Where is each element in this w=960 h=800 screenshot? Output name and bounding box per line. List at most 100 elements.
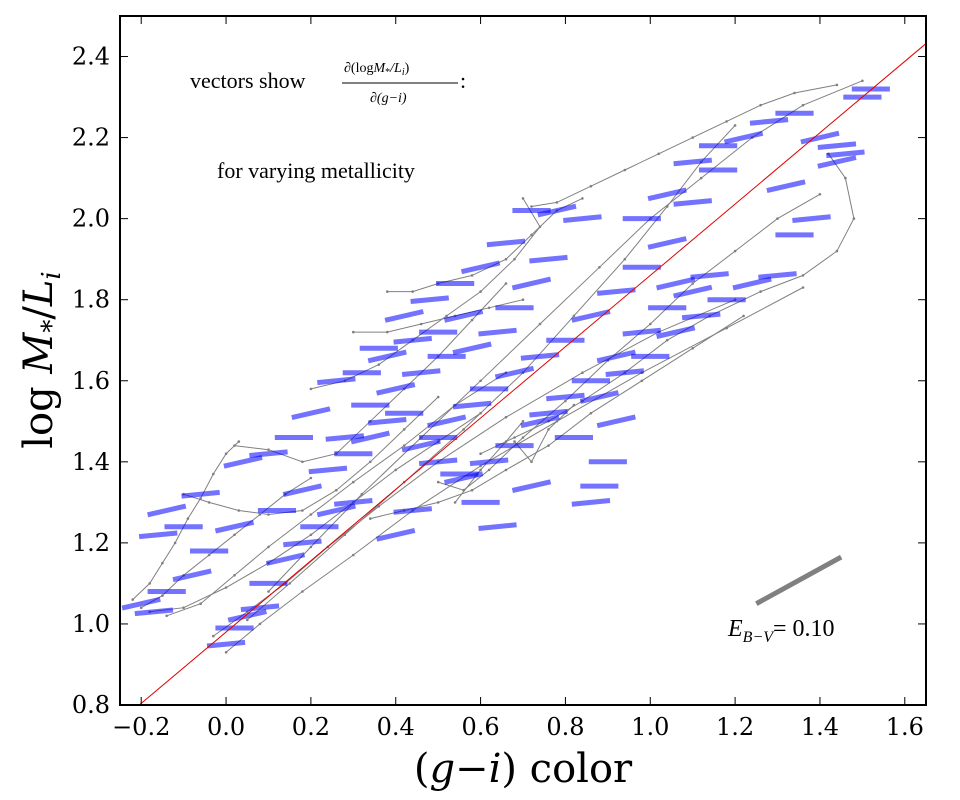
- metallicity-vector: [214, 519, 255, 534]
- metallicity-vector: [367, 417, 407, 426]
- model-point: [419, 322, 423, 326]
- model-point: [479, 468, 482, 472]
- metallicity-vector: [758, 271, 797, 280]
- model-point: [445, 314, 448, 318]
- model-point: [386, 330, 389, 334]
- model-point: [530, 205, 533, 208]
- model-point: [479, 452, 482, 456]
- model-point: [237, 509, 241, 512]
- metallicity-vector: [452, 400, 492, 410]
- x-tick-label: 0.8: [546, 713, 584, 741]
- metallicity-vector: [376, 382, 416, 396]
- model-point: [513, 436, 516, 439]
- model-point: [352, 330, 355, 334]
- metallicity-vector: [690, 271, 729, 280]
- model-point: [224, 586, 228, 589]
- model-point: [148, 582, 151, 585]
- model-point: [436, 480, 440, 484]
- metallicity-vector: [227, 609, 267, 623]
- model-point: [572, 314, 576, 318]
- model-point: [487, 306, 491, 310]
- vectors-prefix: vectors show: [190, 68, 306, 93]
- metallicity-vector: [596, 287, 636, 296]
- model-point: [530, 233, 533, 237]
- x-tick-label: 0.0: [207, 713, 245, 741]
- model-point: [360, 492, 364, 496]
- model-point: [513, 440, 516, 443]
- plot-frame: [119, 15, 927, 706]
- model-point: [309, 476, 313, 480]
- metallicity-vector: [571, 309, 611, 323]
- model-point: [504, 257, 508, 261]
- metallicity-vector: [308, 465, 348, 475]
- model-point: [343, 533, 347, 537]
- model-point: [581, 197, 584, 200]
- metallicity-vector: [673, 198, 713, 207]
- y-tick-label: 1.6: [72, 367, 110, 395]
- model-point: [691, 136, 694, 139]
- metallicity-vector: [460, 260, 501, 275]
- model-point: [835, 249, 839, 253]
- metallicity-vector: [520, 352, 560, 361]
- y-axis-label: log M*/Li: [16, 271, 67, 449]
- x-axis-label: (g−i) color: [414, 746, 633, 792]
- metallicity-vector: [511, 276, 552, 291]
- metallicity-vector: [249, 449, 288, 458]
- model-point: [352, 480, 355, 484]
- metallicity-vector: [452, 341, 492, 356]
- metallicity-vector: [240, 603, 280, 613]
- model-point: [139, 606, 143, 609]
- metallicity-vector: [317, 376, 356, 386]
- model-point: [267, 513, 270, 516]
- model-point: [538, 322, 542, 326]
- metallicity-vector: [181, 489, 220, 499]
- metallicity-vector: [800, 130, 840, 145]
- y-tick-label: 1.2: [72, 529, 110, 557]
- metallicity-vector: [478, 522, 517, 531]
- model-point: [691, 282, 694, 285]
- model-point: [649, 322, 652, 326]
- metallicity-vector: [622, 327, 662, 337]
- model-point: [742, 314, 745, 318]
- model-point: [369, 460, 372, 464]
- metallicity-label: for varying metallicity: [217, 158, 415, 183]
- metallicity-vector: [367, 349, 407, 364]
- model-point: [487, 468, 491, 472]
- x-tick-label: 0.4: [377, 713, 415, 741]
- model-point: [309, 387, 313, 391]
- metallicity-vector: [410, 295, 450, 304]
- model-point: [462, 428, 465, 431]
- metallicity-vector: [427, 414, 467, 429]
- model-point: [224, 452, 228, 456]
- metallicity-vector: [732, 276, 772, 291]
- metallicity-vector: [656, 325, 696, 339]
- model-track-17: [454, 420, 524, 503]
- metallicity-vector: [333, 498, 373, 507]
- fit-line-group: [138, 43, 926, 705]
- model-point: [521, 436, 525, 439]
- model-point: [623, 257, 627, 261]
- metallicity-vector: [384, 309, 424, 323]
- metallicity-vector: [596, 349, 636, 364]
- metallicity-vectors: [121, 86, 890, 649]
- model-point: [521, 197, 525, 200]
- model-point: [479, 464, 482, 468]
- model-point: [530, 460, 533, 464]
- metallicity-vector: [579, 390, 619, 404]
- metallicity-vector: [265, 552, 306, 566]
- metallicity-vector: [443, 309, 484, 323]
- metallicity-vector: [316, 503, 356, 518]
- model-point: [759, 290, 762, 293]
- model-point: [173, 541, 177, 545]
- model-point: [581, 371, 584, 375]
- metallicity-vector: [401, 368, 441, 377]
- metallicity-vector: [520, 414, 560, 429]
- model-point: [623, 168, 627, 172]
- model-point: [479, 379, 482, 383]
- model-point: [598, 266, 601, 269]
- metallicity-vector: [469, 457, 509, 467]
- model-point: [394, 468, 398, 472]
- y-tick-label: 2.0: [72, 205, 110, 233]
- metallicity-vector: [376, 527, 416, 542]
